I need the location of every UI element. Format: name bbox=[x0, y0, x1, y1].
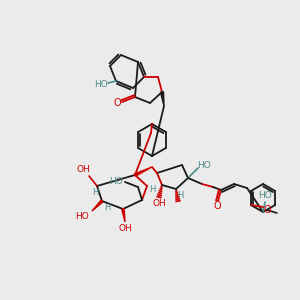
Text: OH: OH bbox=[118, 224, 132, 233]
Text: OH: OH bbox=[152, 200, 166, 208]
Text: H: H bbox=[177, 191, 183, 200]
Text: HO: HO bbox=[75, 212, 89, 221]
Text: OH: OH bbox=[76, 166, 90, 175]
Text: O: O bbox=[113, 98, 121, 108]
Polygon shape bbox=[122, 209, 125, 222]
Polygon shape bbox=[92, 200, 103, 211]
Text: H: H bbox=[149, 185, 155, 194]
Polygon shape bbox=[160, 92, 164, 106]
Text: O: O bbox=[213, 201, 221, 211]
Text: H: H bbox=[104, 203, 110, 212]
Text: HO: HO bbox=[94, 80, 108, 89]
Text: H: H bbox=[92, 188, 98, 197]
Text: O: O bbox=[263, 205, 271, 215]
Polygon shape bbox=[134, 167, 152, 176]
Text: HO: HO bbox=[197, 161, 211, 170]
Text: HO: HO bbox=[258, 191, 272, 200]
Text: HO: HO bbox=[109, 178, 123, 187]
